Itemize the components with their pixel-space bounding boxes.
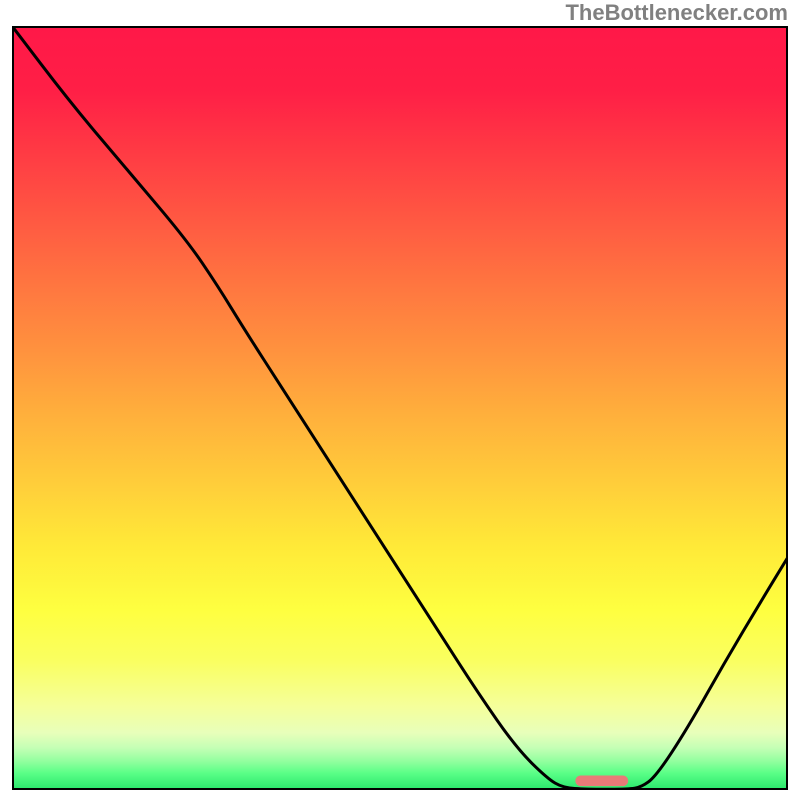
optimal-marker [575, 775, 628, 786]
watermark-text: TheBottlenecker.com [565, 0, 788, 26]
chart-svg [12, 26, 788, 790]
chart-background [12, 26, 788, 790]
chart-frame [12, 26, 788, 790]
